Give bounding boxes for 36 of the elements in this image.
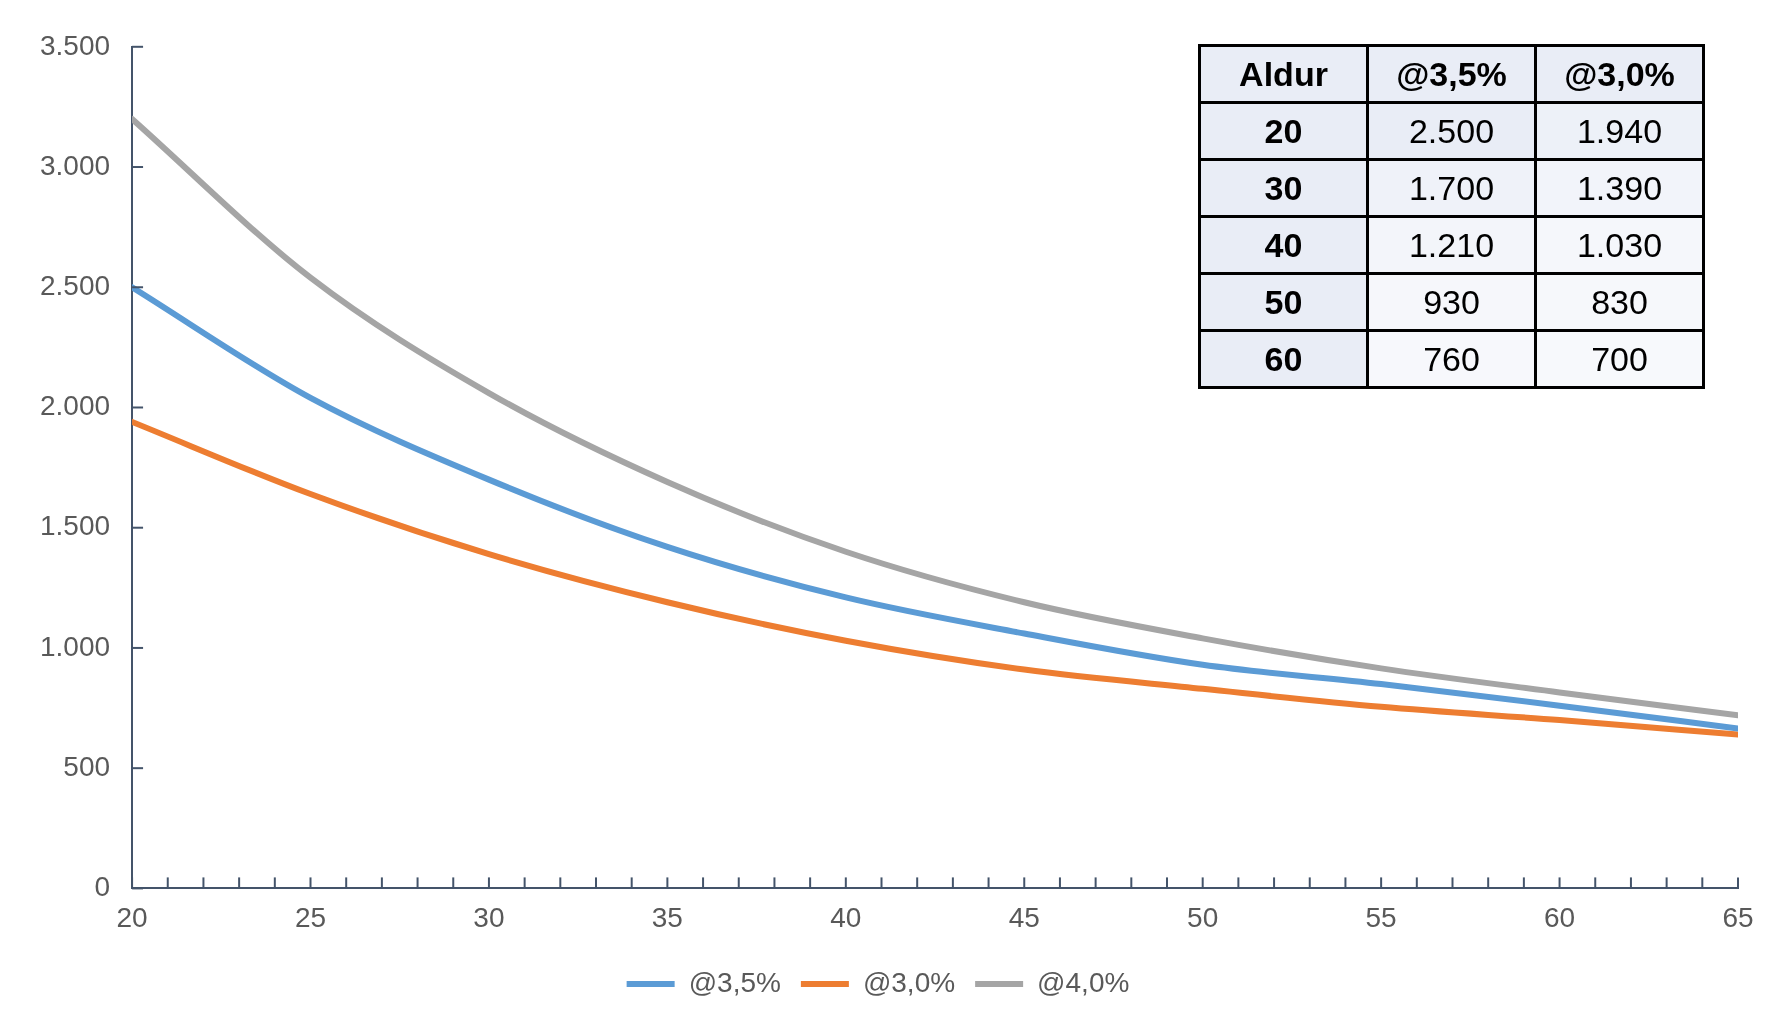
y-tick-label: 3.000 [39, 149, 111, 181]
data-label: 760 [1367, 330, 1536, 388]
legend-label: @4,0% [1037, 966, 1130, 998]
x-tick-label: 40 [830, 901, 862, 933]
y-axis-title: Aldur [1199, 45, 1368, 103]
x-tick-label: 30 [473, 901, 505, 933]
y-tick-label: 60 [1199, 330, 1368, 388]
y-tick-label: 2.500 [39, 269, 111, 301]
y-tick-label: 3.500 [39, 29, 111, 61]
y-tick-label: 20 [1199, 102, 1368, 160]
x-tick-label: 45 [1008, 901, 1040, 933]
legend-label: @3,5% [688, 966, 781, 998]
data-label: 700 [1535, 330, 1704, 388]
data-label: 1.210 [1367, 216, 1536, 274]
data-label: 830 [1535, 273, 1704, 331]
data-label: 1.390 [1535, 159, 1704, 217]
data-label: 930 [1367, 273, 1536, 331]
data-label: 1.030 [1535, 216, 1704, 274]
y-tick-label: 1.000 [39, 630, 111, 662]
x-tick-label: 25 [294, 901, 327, 933]
x-tick-label: 65 [1722, 901, 1754, 933]
y-tick-label: 500 [63, 750, 111, 782]
y-tick-label: 40 [1199, 216, 1368, 274]
y-tick-label: 2.000 [39, 390, 111, 422]
y-tick-label: 50 [1199, 273, 1368, 331]
data-label: 1.940 [1535, 102, 1704, 160]
data-label: 1.700 [1367, 159, 1536, 217]
x-tick-label: 35 [651, 901, 683, 933]
y-tick-label: 1.500 [39, 510, 111, 542]
y-tick-label: 30 [1199, 159, 1368, 217]
data-label: 2.500 [1367, 102, 1536, 160]
legend-label: @3,0% [862, 966, 956, 998]
y-tick-label: 0 [94, 871, 111, 903]
x-tick-label: 60 [1543, 901, 1576, 933]
x-tick-label: 20 [116, 901, 148, 933]
x-tick-label: 55 [1365, 901, 1397, 933]
